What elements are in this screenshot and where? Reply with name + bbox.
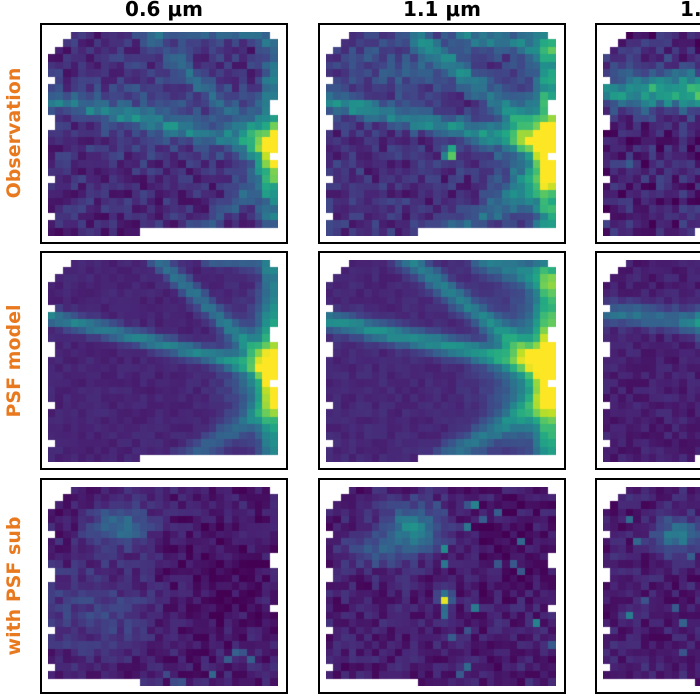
heatmap-canvas <box>326 487 556 686</box>
panel-psf-model-0.6um <box>40 251 288 470</box>
column-header-1.8um: 1.8 μm <box>680 0 700 21</box>
heatmap-canvas <box>603 32 700 236</box>
row-label-psf-model: PSF model <box>3 304 25 418</box>
panel-observation-0.6um <box>40 23 288 244</box>
heatmap-canvas <box>326 32 556 236</box>
panel-observation-1.1um <box>318 23 566 244</box>
column-header-1.1um: 1.1 μm <box>403 0 481 21</box>
panel-with-psf-sub-1.8um <box>595 478 700 694</box>
row-label-with-psf-sub: with PSF sub <box>3 516 25 656</box>
column-header-0.6um: 0.6 μm <box>125 0 203 21</box>
heatmap-canvas <box>48 32 278 236</box>
heatmap-canvas <box>603 260 700 462</box>
heatmap-canvas <box>48 260 278 462</box>
heatmap-canvas <box>603 487 700 686</box>
row-label-observation: Observation <box>3 67 25 199</box>
heatmap-canvas <box>48 487 278 686</box>
heatmap-canvas <box>326 260 556 462</box>
panel-psf-model-1.8um <box>595 251 700 470</box>
panel-observation-1.8um <box>595 23 700 244</box>
panel-psf-model-1.1um <box>318 251 566 470</box>
panel-with-psf-sub-0.6um <box>40 478 288 694</box>
panel-with-psf-sub-1.1um <box>318 478 566 694</box>
